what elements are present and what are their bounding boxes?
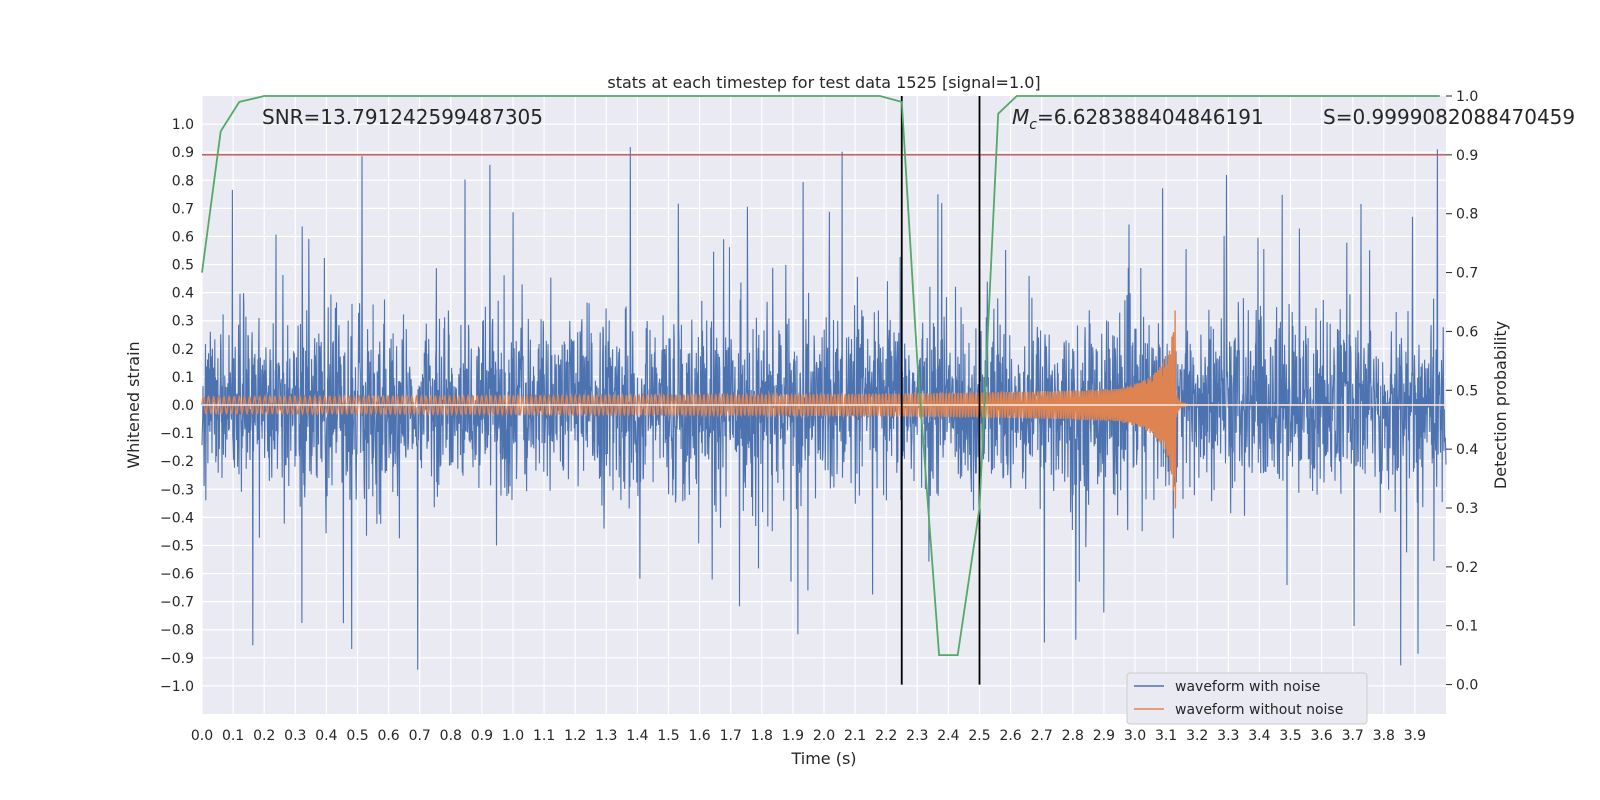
y-tick-label: 0.3 — [172, 314, 194, 330]
x-tick-label: 2.9 — [1093, 728, 1115, 744]
legend-label-noise: waveform with noise — [1175, 679, 1320, 695]
mc-annotation: Mc=6.628388404846191 — [1012, 105, 1264, 133]
x-tick-label: 3.6 — [1310, 728, 1332, 744]
x-tick-label: 1.1 — [533, 728, 555, 744]
y-tick-label: −0.1 — [160, 426, 194, 442]
x-tick-label: 2.2 — [875, 728, 897, 744]
y-tick-label: 0.6 — [172, 229, 194, 245]
y-tick-label: −0.4 — [160, 510, 194, 526]
x-tick-label: 0.8 — [440, 728, 462, 744]
y-tick-label: 0.8 — [172, 173, 194, 189]
y-right-tick-label: 1.0 — [1456, 89, 1478, 105]
y-right-tick-label: 0.8 — [1456, 207, 1478, 223]
x-tick-label: 0.3 — [284, 728, 306, 744]
snr-annotation: SNR=13.791242599487305 — [262, 105, 543, 129]
y-tick-label: −1.0 — [160, 679, 194, 695]
x-tick-label: 0.6 — [377, 728, 399, 744]
x-tick-label: 3.5 — [1279, 728, 1301, 744]
x-tick-label: 3.7 — [1342, 728, 1364, 744]
legend-label-clean: waveform without noise — [1175, 702, 1343, 718]
y-tick-label: 0.9 — [172, 145, 194, 161]
y-tick-label: 0.1 — [172, 370, 194, 386]
x-tick-label: 0.4 — [315, 728, 337, 744]
x-tick-label: 0.7 — [409, 728, 431, 744]
x-tick-label: 1.3 — [595, 728, 617, 744]
x-tick-label: 1.0 — [502, 728, 524, 744]
y-right-tick-label: 0.9 — [1456, 148, 1478, 164]
noisy-waveform-line — [201, 147, 1447, 670]
x-tick-label: 2.8 — [1062, 728, 1084, 744]
y-right-axis-label: Detection probability — [1491, 321, 1510, 489]
series-layer — [201, 95, 1447, 685]
y-tick-label: −0.2 — [160, 454, 194, 470]
x-tick-label: 2.4 — [937, 728, 959, 744]
s-annotation: S=0.9999082088470459 — [1323, 105, 1575, 129]
y-right-tick-label: 0.5 — [1456, 383, 1478, 399]
legend-box — [1126, 672, 1368, 725]
y-axis-label: Whitened strain — [124, 341, 143, 468]
x-tick-label: 2.6 — [999, 728, 1021, 744]
x-tick-label: 1.4 — [626, 728, 648, 744]
x-tick-label: 0.1 — [222, 728, 244, 744]
x-tick-label: 1.2 — [564, 728, 586, 744]
y-right-tick-label: 0.1 — [1456, 619, 1478, 635]
x-tick-label: 2.0 — [813, 728, 835, 744]
y-tick-label: −0.9 — [160, 651, 194, 667]
x-tick-label: 2.7 — [1031, 728, 1053, 744]
y-tick-label: 0.2 — [172, 342, 194, 358]
ticks-layer: 0.0 0.1 0.2 0.3 0.4 0.5 0.6 0.7 0.8 0.9 1.0 1.1 1.2 1… — [160, 89, 1478, 744]
y-right-tick-label: 0.2 — [1456, 560, 1478, 576]
y-right-tick-label: 0.6 — [1456, 324, 1478, 340]
mc-subscript: c — [1029, 117, 1037, 133]
y-right-tick-label: 0.0 — [1456, 678, 1478, 694]
y-tick-label: −0.7 — [160, 595, 194, 611]
y-tick-label: 0.4 — [172, 286, 194, 302]
y-right-tick-label: 0.7 — [1456, 266, 1478, 282]
x-tick-label: 0.0 — [191, 728, 213, 744]
x-tick-label: 2.1 — [844, 728, 866, 744]
x-tick-label: 3.8 — [1373, 728, 1395, 744]
x-tick-label: 3.2 — [1186, 728, 1208, 744]
y-tick-label: 0.5 — [172, 258, 194, 274]
y-tick-label: 0.0 — [172, 398, 194, 414]
mc-symbol: M — [1012, 105, 1029, 129]
x-tick-label: 2.3 — [906, 728, 928, 744]
x-tick-label: 0.9 — [471, 728, 493, 744]
y-tick-label: −0.6 — [160, 567, 194, 583]
x-tick-label: 1.9 — [782, 728, 804, 744]
detection-probability-line — [201, 95, 1440, 656]
x-tick-label: 1.6 — [688, 728, 710, 744]
x-tick-label: 1.7 — [720, 728, 742, 744]
x-tick-label: 3.9 — [1404, 728, 1426, 744]
x-tick-label: 0.2 — [253, 728, 275, 744]
y-tick-label: −0.8 — [160, 623, 194, 639]
mc-value: =6.628388404846191 — [1037, 105, 1264, 129]
x-tick-label: 0.5 — [346, 728, 368, 744]
y-tick-label: −0.5 — [160, 538, 194, 554]
chart-title: stats at each timestep for test data 152… — [607, 73, 1040, 92]
y-tick-label: 0.7 — [172, 201, 194, 217]
y-tick-label: 1.0 — [172, 117, 194, 133]
x-tick-label: 3.0 — [1124, 728, 1146, 744]
x-tick-label: 3.4 — [1248, 728, 1270, 744]
x-tick-label: 2.5 — [968, 728, 990, 744]
x-tick-label: 3.3 — [1217, 728, 1239, 744]
x-tick-label: 1.8 — [751, 728, 773, 744]
x-tick-label: 3.1 — [1155, 728, 1177, 744]
y-right-tick-label: 0.4 — [1456, 442, 1478, 458]
y-right-tick-label: 0.3 — [1456, 501, 1478, 517]
x-tick-label: 1.5 — [657, 728, 679, 744]
y-tick-label: −0.3 — [160, 482, 194, 498]
x-axis-label: Time (s) — [790, 749, 856, 768]
legend: waveform with noise waveform without noi… — [1126, 672, 1368, 725]
